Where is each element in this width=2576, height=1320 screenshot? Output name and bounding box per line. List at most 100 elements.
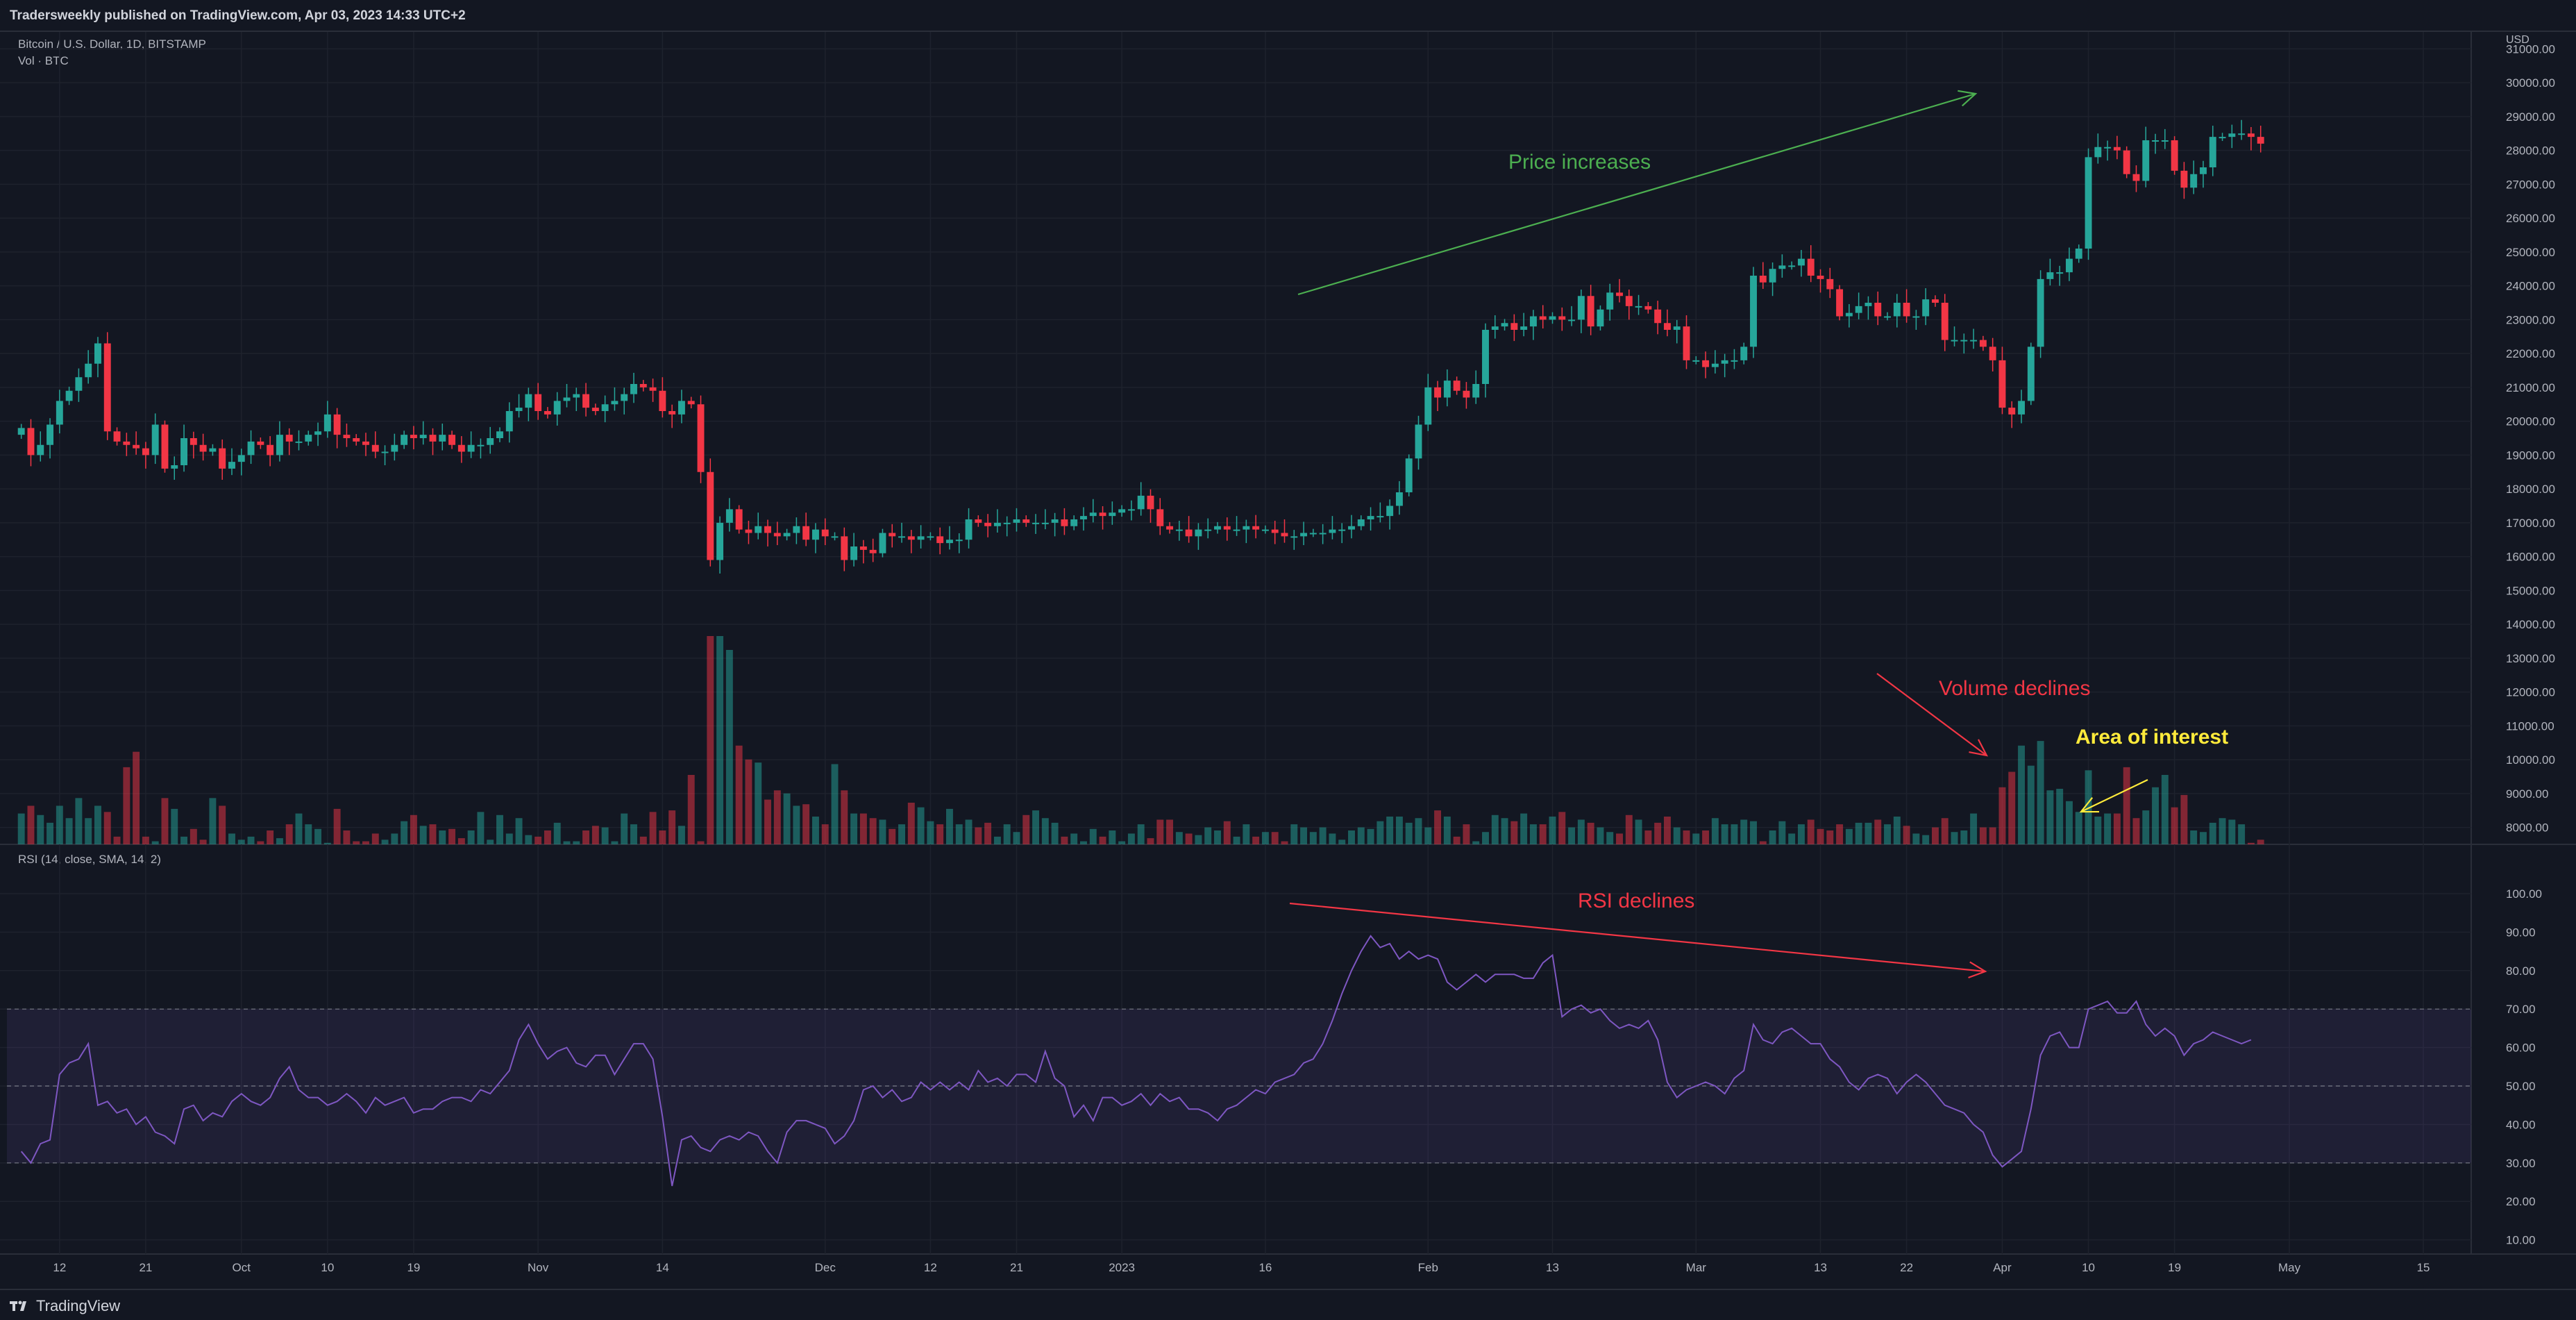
volume-bar xyxy=(1156,819,1164,844)
volume-bar xyxy=(257,841,264,844)
volume-bar xyxy=(1041,818,1049,844)
candle-body xyxy=(831,536,839,538)
volume-bar xyxy=(1357,827,1365,844)
volume-bar xyxy=(1405,822,1413,844)
volume-bar xyxy=(209,798,217,844)
volume-bar xyxy=(1453,836,1460,844)
candle-body xyxy=(1491,326,1499,330)
candle-body xyxy=(1099,512,1106,517)
volume-bar xyxy=(1979,827,1987,844)
volume-bar xyxy=(190,828,197,844)
volume-bar xyxy=(1635,819,1642,844)
candle-body xyxy=(773,533,781,537)
volume-bar xyxy=(1204,827,1212,844)
volume-bar xyxy=(1271,832,1279,844)
tradingview-logo[interactable]: TradingView xyxy=(10,1297,120,1315)
volume-bar xyxy=(687,775,695,844)
candle-body xyxy=(716,522,724,560)
volume-bar xyxy=(582,830,590,844)
volume-bar xyxy=(1989,827,1996,844)
volume-bar xyxy=(276,838,283,844)
price-tick-label: 30000.00 xyxy=(2506,76,2555,90)
candle-body xyxy=(2113,147,2121,151)
price-increase-arrow xyxy=(1297,90,1978,296)
volume-bar xyxy=(1731,824,1738,844)
volume-bar xyxy=(697,841,705,844)
volume-bar xyxy=(496,814,503,844)
candle-body xyxy=(1195,529,1202,537)
rsi-tick-label: 20.00 xyxy=(2506,1195,2536,1208)
volume-bar xyxy=(2008,771,2016,844)
candle-body xyxy=(764,526,771,533)
bottom-bar: TradingView xyxy=(0,1289,2576,1320)
candle-body xyxy=(439,435,446,442)
volume-bar xyxy=(353,841,360,844)
volume-bar xyxy=(1032,810,1040,844)
candle-body xyxy=(1529,316,1537,327)
volume-bar xyxy=(151,841,159,844)
volume-bar xyxy=(716,636,724,844)
candle-body xyxy=(1386,506,1394,517)
symbol-legend[interactable]: Bitcoin / U.S. Dollar, 1D, BITSTAMP xyxy=(18,37,206,51)
volume-bar xyxy=(2085,770,2092,844)
candle-body xyxy=(123,441,131,445)
candle-body xyxy=(1998,360,2006,408)
candle-body xyxy=(1434,387,1442,398)
volume-bar xyxy=(1338,839,1346,844)
top-bar: Tradersweekly published on TradingView.c… xyxy=(0,0,2576,32)
volume-legend[interactable]: Vol · BTC xyxy=(18,54,69,67)
volume-bar xyxy=(2228,819,2236,844)
candle-body xyxy=(2247,133,2255,137)
candle-body xyxy=(103,343,111,432)
rsi-tick-label: 100.00 xyxy=(2506,887,2542,901)
candle-body xyxy=(745,529,752,533)
candle-body xyxy=(2094,147,2102,158)
volume-bar xyxy=(1797,824,1805,844)
candle-body xyxy=(1137,495,1145,510)
volume-bar xyxy=(1759,841,1767,844)
candle-body xyxy=(1960,340,1968,342)
candle-body xyxy=(1118,509,1126,513)
price-tick-label: 29000.00 xyxy=(2506,110,2555,124)
volume-bar xyxy=(591,826,599,844)
candle-body xyxy=(2200,167,2207,174)
volume-bar xyxy=(2142,810,2150,844)
volume-bar xyxy=(1501,818,1508,844)
volume-bar xyxy=(927,821,934,844)
time-tick-label: 2023 xyxy=(1109,1261,1135,1274)
volume-bar xyxy=(2209,822,2216,844)
volume-bar xyxy=(1252,836,1260,844)
price-tick-label: 9000.00 xyxy=(2506,787,2548,801)
candle-body xyxy=(927,536,934,538)
candle-body xyxy=(343,435,351,438)
candle-body xyxy=(381,451,389,453)
volume-bar xyxy=(707,636,714,844)
candle-body xyxy=(65,390,73,401)
volume-bar xyxy=(850,813,858,844)
rsi-legend[interactable]: RSI (14, close, SMA, 14, 2) xyxy=(18,853,161,866)
volume-bar xyxy=(659,830,666,844)
time-tick-label: 12 xyxy=(53,1261,66,1274)
rsi-tick-label: 50.00 xyxy=(2506,1080,2536,1093)
volume-bar xyxy=(1998,787,2006,844)
candle-body xyxy=(802,526,810,540)
price-tick-label: 11000.00 xyxy=(2506,719,2554,733)
candle-body xyxy=(1395,492,1403,506)
candle-body xyxy=(1979,340,1987,347)
volume-bar xyxy=(2018,745,2026,844)
volume-bar xyxy=(773,790,781,844)
volume-bar xyxy=(371,833,379,844)
rsi-decline-label: RSI declines xyxy=(1578,889,1694,912)
candle-body xyxy=(1367,516,1374,519)
volume-bar xyxy=(735,745,743,844)
volume-bar xyxy=(133,751,140,844)
time-tick-label: 14 xyxy=(656,1261,669,1274)
candle-body xyxy=(1788,265,1796,267)
volume-bar xyxy=(984,822,992,844)
volume-bar xyxy=(621,813,628,844)
candle-body xyxy=(687,401,695,405)
volume-bar xyxy=(821,824,829,844)
candle-body xyxy=(601,404,609,411)
volume-bar xyxy=(237,839,245,844)
